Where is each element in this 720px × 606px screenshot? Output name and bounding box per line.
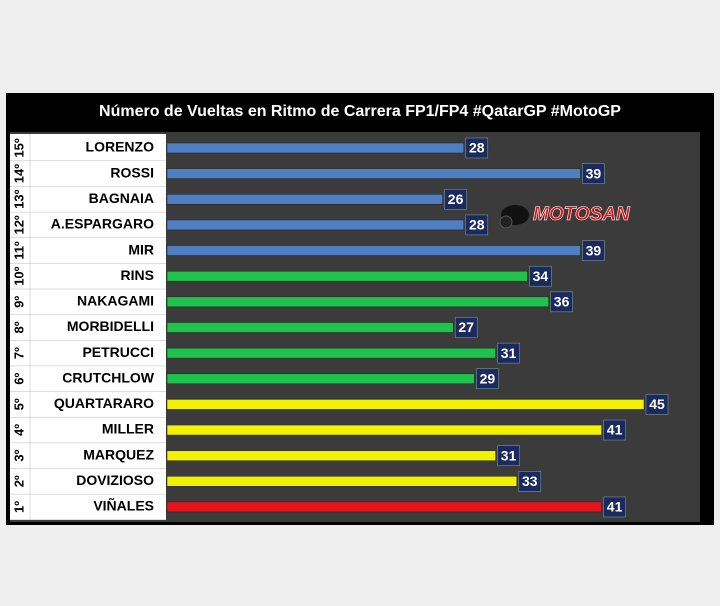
rank-label: 2º bbox=[11, 475, 26, 487]
category-label: CRUTCHLOW bbox=[62, 369, 155, 385]
bar bbox=[166, 168, 581, 179]
value-label-box bbox=[582, 163, 605, 184]
value-label-box bbox=[465, 214, 489, 236]
bar bbox=[166, 476, 518, 487]
category-label: LORENZO bbox=[86, 139, 155, 155]
bar bbox=[166, 219, 465, 231]
value-label-box bbox=[518, 471, 542, 492]
bar bbox=[166, 194, 443, 205]
rank-label: 5º bbox=[11, 398, 26, 410]
category-label: MIR bbox=[128, 241, 154, 257]
rank-label: 14º bbox=[11, 164, 26, 183]
chart-title: Número de Vueltas en Ritmo de Carrera FP… bbox=[99, 103, 621, 120]
value-label: 34 bbox=[533, 268, 549, 284]
value-label-box bbox=[476, 368, 499, 390]
value-label-box bbox=[550, 291, 573, 313]
value-label: 28 bbox=[469, 217, 485, 233]
bar bbox=[166, 245, 581, 256]
bar bbox=[166, 373, 475, 385]
category-label: QUARTARARO bbox=[54, 395, 154, 411]
category-label: A.ESPARGARO bbox=[51, 216, 154, 232]
value-label-box bbox=[603, 496, 626, 518]
bar bbox=[166, 399, 645, 410]
value-label: 27 bbox=[458, 319, 474, 335]
bar bbox=[166, 424, 602, 436]
value-label: 31 bbox=[501, 345, 517, 361]
value-label: 39 bbox=[586, 242, 602, 258]
rank-label: 3º bbox=[11, 449, 26, 461]
category-label: DOVIZIOSO bbox=[76, 472, 154, 488]
rank-label: 6º bbox=[11, 373, 26, 385]
value-label-box bbox=[582, 240, 605, 261]
value-label-box bbox=[645, 394, 669, 415]
value-label-box bbox=[529, 265, 552, 287]
category-label: MORBIDELLI bbox=[67, 318, 154, 334]
bar bbox=[166, 501, 602, 513]
value-label: 45 bbox=[649, 396, 665, 412]
category-label: RINS bbox=[121, 267, 154, 283]
bar bbox=[166, 322, 454, 333]
value-label-box bbox=[497, 342, 520, 364]
rank-label: 10º bbox=[11, 266, 26, 285]
category-label: NAKAGAMI bbox=[77, 293, 154, 309]
bar bbox=[166, 450, 496, 461]
bar bbox=[166, 270, 528, 282]
category-label: MARQUEZ bbox=[83, 446, 154, 462]
rank-label: 15º bbox=[11, 138, 26, 157]
value-label-box bbox=[603, 419, 626, 441]
value-label: 29 bbox=[480, 370, 496, 386]
bar bbox=[166, 347, 496, 359]
value-label: 28 bbox=[469, 140, 485, 156]
category-label: PETRUCCI bbox=[82, 344, 154, 360]
category-label: BAGNAIA bbox=[89, 190, 154, 206]
value-label-box bbox=[497, 445, 520, 466]
rank-label: 4º bbox=[11, 424, 26, 436]
value-label: 41 bbox=[607, 422, 623, 438]
value-label: 26 bbox=[448, 191, 464, 207]
category-label: VIÑALES bbox=[93, 497, 154, 514]
value-label-box bbox=[454, 317, 478, 338]
value-label: 31 bbox=[501, 447, 517, 463]
rank-label: 12º bbox=[11, 215, 26, 234]
bar bbox=[166, 296, 549, 308]
value-label: 33 bbox=[522, 473, 538, 489]
value-label: 41 bbox=[607, 499, 623, 515]
rank-label: 11º bbox=[11, 241, 26, 260]
category-label: MILLER bbox=[102, 421, 154, 437]
rank-label: 9º bbox=[11, 296, 26, 308]
watermark: MOTOSAN bbox=[533, 204, 631, 225]
value-label-box bbox=[465, 137, 489, 159]
logo-wheel bbox=[499, 215, 513, 229]
rank-label: 13º bbox=[11, 189, 26, 208]
value-label: 36 bbox=[554, 294, 570, 310]
value-label-box bbox=[444, 189, 467, 210]
rank-label: 1º bbox=[11, 501, 26, 513]
label-column bbox=[10, 134, 166, 520]
rank-label: 7º bbox=[11, 347, 26, 359]
category-label: ROSSI bbox=[110, 164, 154, 180]
value-label: 39 bbox=[586, 165, 602, 181]
rank-label: 8º bbox=[11, 321, 26, 333]
bar bbox=[166, 142, 465, 154]
watermark-logo: MOTOSAN bbox=[499, 204, 631, 229]
